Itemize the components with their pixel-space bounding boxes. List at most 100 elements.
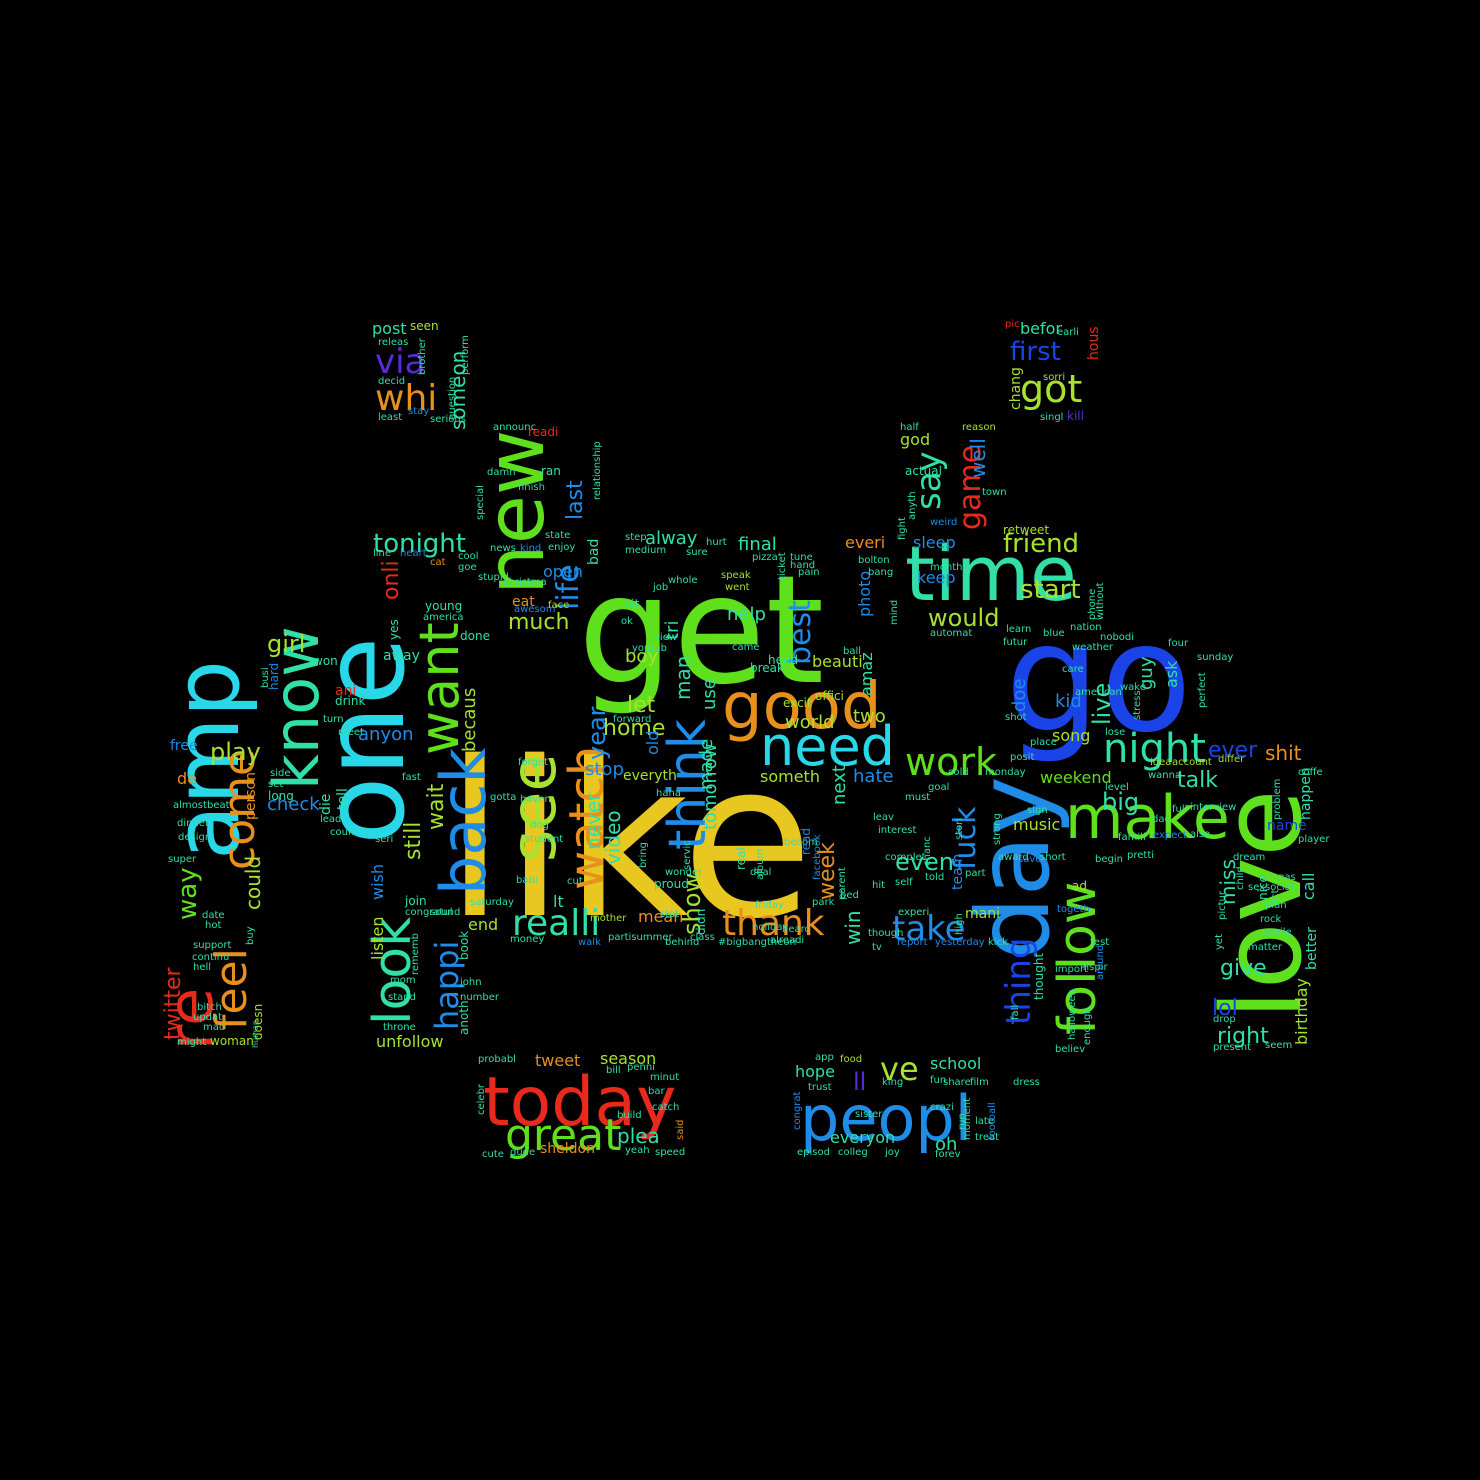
cloud-word: go (1005, 592, 1192, 766)
cloud-word: re (154, 988, 227, 1050)
cloud-word: goal (928, 782, 949, 793)
cloud-word: question (447, 377, 458, 420)
cloud-word: know (260, 626, 333, 790)
cloud-word: alreadi (770, 935, 804, 946)
cloud-word: countri (330, 827, 365, 838)
cloud-word: believ (1055, 1044, 1085, 1055)
cloud-word: play (210, 738, 261, 766)
cloud-word: trust (808, 1082, 832, 1093)
cloud-word: step (625, 532, 647, 543)
cloud-word: pain (798, 567, 820, 578)
cloud-word: anyon (358, 724, 414, 745)
cloud-word: work (905, 740, 997, 784)
cloud-word: home (603, 716, 665, 741)
cloud-word: ok (621, 616, 633, 627)
cloud-word: amp (155, 660, 260, 860)
cloud-word: chang (1008, 367, 1024, 410)
cloud-word: season (600, 1049, 656, 1068)
cloud-word: chanc (922, 836, 933, 866)
cloud-word: yeah (625, 1145, 650, 1156)
cloud-word: music (1013, 815, 1060, 834)
cloud-word: break (750, 661, 784, 675)
cloud-word: partisummer (608, 932, 673, 943)
cloud-word: bolton (858, 555, 890, 566)
cloud-word: take (892, 909, 966, 949)
cloud-word: tune (790, 552, 813, 563)
cloud-word: book (457, 931, 471, 960)
cloud-word: game (953, 445, 988, 530)
cloud-word: bill (606, 1065, 621, 1076)
cloud-word: dog (530, 820, 549, 831)
cloud-word: never (581, 792, 605, 850)
cloud-word: ani (335, 683, 356, 699)
cloud-word: mind (889, 600, 900, 625)
cloud-word: done (460, 629, 490, 643)
cloud-word: interview (1190, 802, 1236, 813)
cloud-word: listen (368, 917, 387, 960)
cloud-word: whi (375, 378, 437, 419)
cloud-word: sign (1027, 805, 1048, 816)
cloud-word: watch (559, 746, 615, 890)
cloud-word: support (193, 940, 231, 951)
cloud-word: stand (388, 992, 416, 1003)
cloud-word: lol (1212, 996, 1238, 1021)
cloud-word: drink (335, 694, 365, 708)
cloud-word: fun (930, 1075, 946, 1086)
cloud-word: anyth (907, 491, 918, 520)
cloud-word: perform (460, 335, 471, 375)
cloud-word: sound (430, 907, 460, 918)
cloud-word: place (1030, 737, 1057, 748)
cloud-word: come (214, 749, 265, 870)
cloud-word: fast (402, 772, 421, 783)
cloud-word: famili (1118, 832, 1146, 843)
cloud-word: hous (1086, 326, 1102, 360)
cloud-word: read (799, 828, 813, 855)
cloud-word: almost (173, 800, 207, 811)
cloud-word: won (313, 654, 338, 668)
cloud-word: wonder (665, 867, 703, 878)
cloud-word: tell (335, 788, 351, 810)
cloud-word: shit (1265, 741, 1302, 765)
cloud-word: ve (880, 1050, 919, 1088)
cloud-word: well (966, 438, 990, 478)
cloud-word: thing (999, 938, 1039, 1025)
cloud-word: realli (512, 903, 600, 944)
cloud-word: meet (338, 727, 364, 738)
cloud-word: hot (205, 920, 221, 931)
cloud-word: haha (656, 788, 681, 799)
cloud-word: differ (1218, 754, 1245, 765)
cloud-word: christma (503, 577, 547, 588)
cloud-word: see (497, 753, 570, 862)
cloud-word: tonight (373, 529, 466, 559)
cloud-word: seem (1265, 1040, 1292, 1051)
cloud-word: congrat (792, 1091, 803, 1130)
cloud-word: final (738, 534, 777, 555)
cloud-word: girl (267, 630, 305, 658)
cloud-word: side (270, 768, 291, 779)
cloud-word: show (678, 873, 706, 935)
cloud-word: american (1075, 687, 1122, 698)
cloud-word: blue (1043, 628, 1065, 639)
cloud-word: buy (245, 926, 256, 945)
cloud-word: goe (458, 562, 477, 573)
cloud-word: came (732, 642, 760, 653)
cloud-word: though (868, 928, 903, 939)
cloud-word: walk (578, 937, 601, 948)
cloud-word: unfollow (376, 1032, 443, 1051)
cloud-word: beat (207, 800, 230, 811)
cloud-word: posit (1010, 752, 1034, 763)
cloud-word: line (373, 548, 391, 559)
cloud-word: video (601, 810, 625, 865)
cloud-word: need (760, 715, 895, 778)
cloud-word: singl (1040, 412, 1063, 423)
cloud-word: build (617, 1110, 642, 1121)
cloud-word: idea (1150, 757, 1171, 768)
cloud-word: birthday (1292, 978, 1311, 1045)
cloud-word: celebr (476, 1083, 487, 1115)
cloud-word: old (643, 731, 662, 755)
cloud-word: social (1265, 882, 1294, 893)
cloud-word: class (690, 932, 715, 943)
cloud-word: act (1270, 889, 1281, 905)
cloud-word: town (982, 487, 1007, 498)
